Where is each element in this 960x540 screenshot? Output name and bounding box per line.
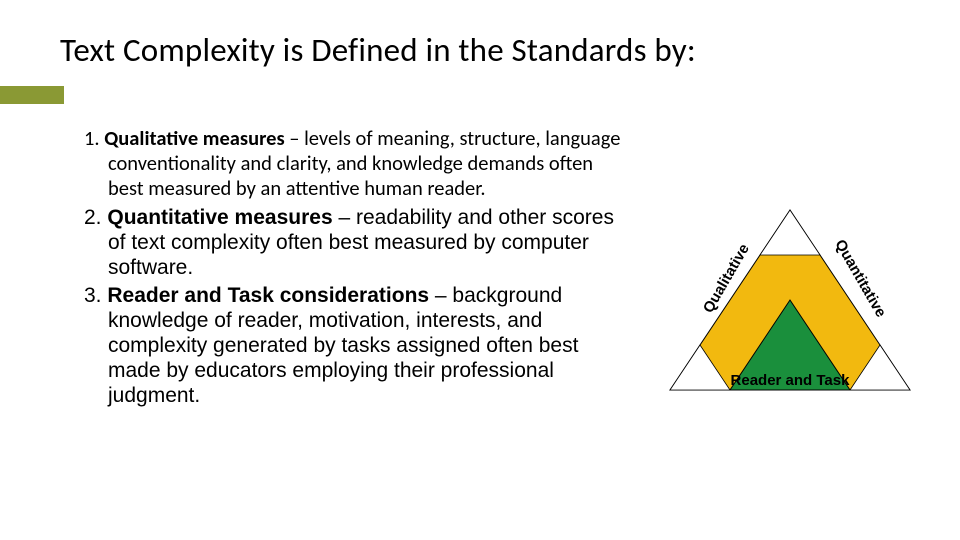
triangle-diagram: Qualitative Quantitative Reader and Task (660, 200, 920, 420)
tri-corner (760, 210, 820, 255)
item-term: Qualitative measures (104, 125, 284, 151)
item-number: 3. (84, 284, 102, 307)
tri-label-reader-task: Reader and Task (660, 372, 920, 389)
item-term: Quantitative measures (107, 206, 332, 229)
body-text: 1. Qualitative measures – levels of mean… (84, 126, 624, 411)
item-term: Reader and Task considerations (107, 284, 429, 307)
list-item: 3. Reader and Task considerations – back… (84, 283, 624, 409)
item-number: 1. (84, 125, 100, 151)
slide-title: Text Complexity is Defined in the Standa… (60, 30, 696, 70)
list-item: 2. Quantitative measures – readability a… (84, 205, 624, 281)
item-number: 2. (84, 206, 102, 229)
accent-bar (0, 86, 64, 104)
list-item: 1. Qualitative measures – levels of mean… (84, 126, 624, 201)
